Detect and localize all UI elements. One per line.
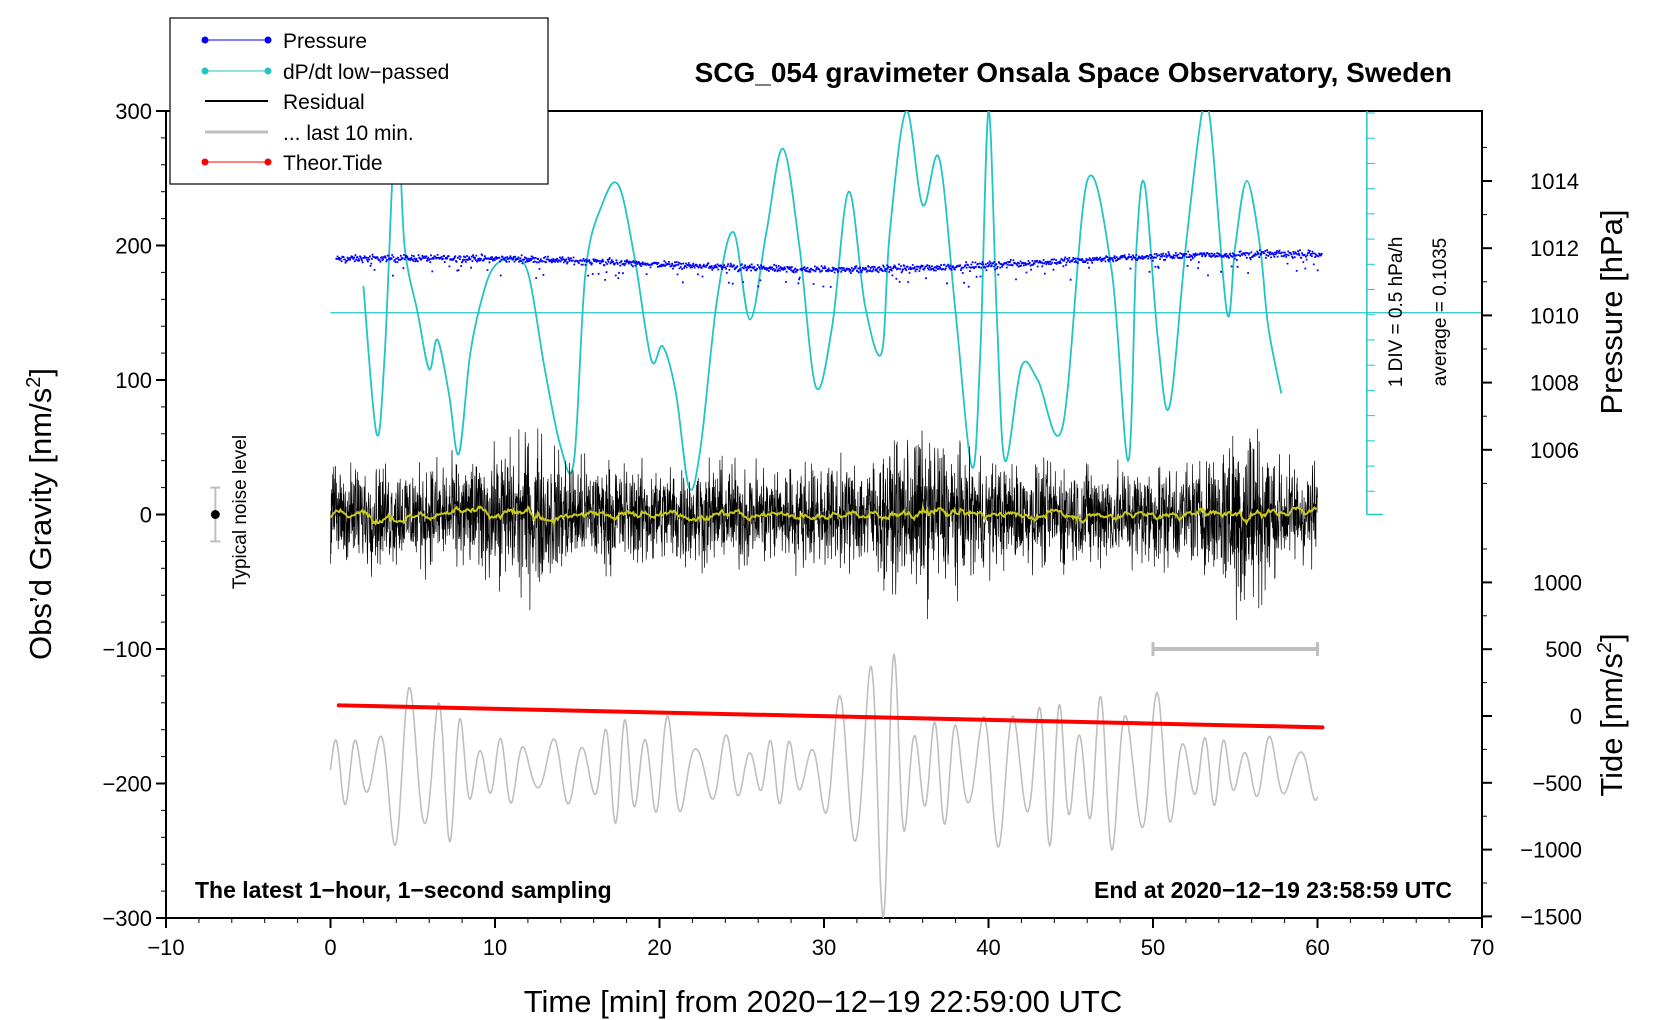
grey-signal <box>329 652 1319 919</box>
div-annotation: 1 DIV = 0.5 hPa/h <box>1386 237 1407 388</box>
tide-tick-label: −500 <box>1532 771 1582 796</box>
x-tick-label: −10 <box>147 935 184 960</box>
y-tick-label: −300 <box>102 906 152 931</box>
x-axis: −10 0 10 20 30 40 50 60 70 <box>147 918 1494 960</box>
tide-tick-label: 0 <box>1570 704 1582 729</box>
noise-level-label: Typical noise level <box>230 435 251 589</box>
x-tick-label: 30 <box>812 935 836 960</box>
pressure-tick-label: 1006 <box>1530 438 1579 463</box>
misc-layer <box>210 486 1319 656</box>
y-tick-label: 0 <box>140 503 152 528</box>
y-axis-tide: 1000 500 0 −500 −1000 −1500 <box>1482 548 1582 929</box>
tide-tick-label: 500 <box>1545 637 1582 662</box>
legend-item-last10: ... last 10 min. <box>205 122 414 145</box>
y-tick-label: 300 <box>115 99 152 124</box>
x-axis-title: Time [min] from 2020−12−19 22:59:00 UTC <box>524 984 1123 1019</box>
tide-tick-label: 1000 <box>1533 570 1582 595</box>
tide-layer <box>336 703 1325 730</box>
chart-title: SCG_054 gravimeter Onsala Space Observat… <box>695 57 1452 88</box>
tide-tick-label: −1000 <box>1520 838 1582 863</box>
pressure-tick-label: 1010 <box>1530 303 1579 328</box>
y-axis-title-gravity: Obs’d Gravity [nm/s2] <box>23 368 58 660</box>
bottom-right-note: End at 2020−12−19 23:58:59 UTC <box>1094 877 1452 903</box>
legend: Pressure dP/dt low−passed Residual ... l… <box>169 17 549 185</box>
legend-item-tide: Theor.Tide <box>201 152 383 175</box>
y-tick-label: 100 <box>115 368 152 393</box>
x-tick-label: 70 <box>1470 935 1494 960</box>
y-axis-title-pressure: Pressure [hPa] <box>1594 209 1629 414</box>
tide-line <box>336 703 1325 730</box>
pressure-tick-label: 1012 <box>1530 236 1579 261</box>
noise-dot <box>210 510 220 519</box>
residual-smoothed <box>329 504 1318 526</box>
y-tick-label: −200 <box>102 772 152 797</box>
x-tick-label: 0 <box>324 935 336 960</box>
x-tick-label: 20 <box>647 935 671 960</box>
residual-layer <box>329 428 1318 621</box>
tide-tick-label: −1500 <box>1520 904 1582 929</box>
residual-curve <box>330 428 1318 621</box>
legend-item-residual: Residual <box>205 91 365 114</box>
dpdt-curve <box>362 111 1283 491</box>
grey-signal-layer <box>329 652 1319 919</box>
legend-label-pressure: Pressure <box>283 30 367 53</box>
legend-item-dpdt: dP/dt low−passed <box>201 61 449 84</box>
legend-label-last10: ... last 10 min. <box>283 122 414 145</box>
y-tick-label: 200 <box>115 234 152 259</box>
pressure-tick-label: 1014 <box>1530 169 1579 194</box>
dpdt-layer <box>330 111 1482 516</box>
average-annotation: average = 0.1035 <box>1430 238 1451 386</box>
y-axis-title-tide: Tide [nm/s2] <box>1594 633 1629 796</box>
legend-label-tide: Theor.Tide <box>283 152 383 175</box>
pressure-dots <box>335 249 1323 288</box>
bottom-left-note: The latest 1−hour, 1−second sampling <box>195 877 612 903</box>
x-tick-label: 10 <box>483 935 507 960</box>
x-tick-label: 60 <box>1305 935 1329 960</box>
legend-label-residual: Residual <box>283 91 365 114</box>
y-axis-gravity: 300 200 100 0 −100 −200 −300 <box>102 99 166 931</box>
pressure-tick-label: 1008 <box>1530 371 1579 396</box>
legend-item-pressure: Pressure <box>201 30 367 53</box>
y-tick-label: −100 <box>102 637 152 662</box>
legend-label-dpdt: dP/dt low−passed <box>283 61 449 84</box>
x-tick-label: 50 <box>1141 935 1165 960</box>
pressure-layer <box>335 249 1323 288</box>
x-tick-label: 40 <box>976 935 1000 960</box>
y-axis-pressure: 1014 1012 1010 1008 1006 <box>1481 111 1579 918</box>
